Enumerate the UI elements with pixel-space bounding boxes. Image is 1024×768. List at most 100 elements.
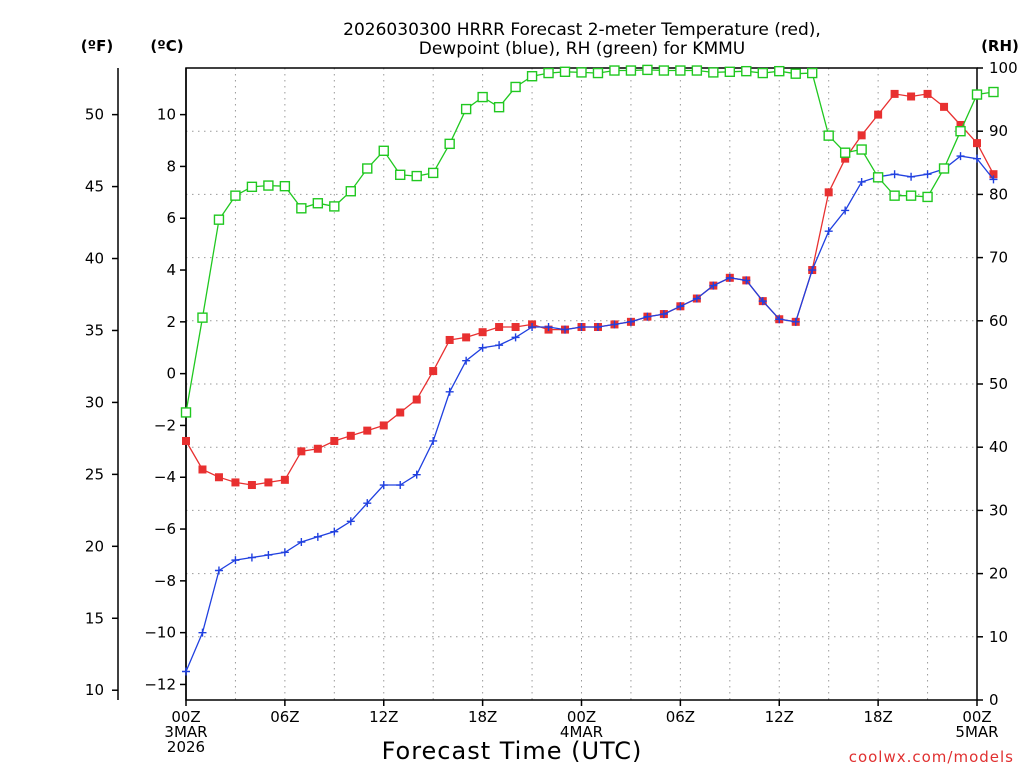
fahrenheit-tick-label: 40 xyxy=(85,250,104,268)
x-tick-label: 18Z xyxy=(863,708,892,726)
dewpoint-point xyxy=(429,436,438,445)
rh-point xyxy=(576,67,587,78)
celsius-tick-label: 6 xyxy=(166,209,176,227)
temperature-line xyxy=(185,93,995,486)
temperature-point xyxy=(297,447,306,456)
rh-point xyxy=(856,144,867,155)
rh-tick-label: 0 xyxy=(989,691,999,709)
fahrenheit-tick-label: 50 xyxy=(85,106,104,124)
temperature-point xyxy=(973,139,981,148)
dewpoint-point xyxy=(412,470,421,479)
celsius-unit-label: (ºC) xyxy=(150,37,183,55)
rh-point xyxy=(427,167,439,179)
rh-point xyxy=(905,190,917,201)
temperature-point xyxy=(313,444,322,453)
title-line-2: Dewpoint (blue), RH (green) for KMMU xyxy=(419,39,746,59)
temperature-point xyxy=(874,110,883,119)
fahrenheit-tick-label: 25 xyxy=(85,465,104,483)
title-line-1: 2026030300 HRRR Forecast 2-meter Tempera… xyxy=(343,20,821,40)
x-axis-label: Forecast Time (UTC) xyxy=(382,737,643,765)
temperature-point xyxy=(363,426,372,435)
fahrenheit-tick-label: 20 xyxy=(85,537,104,555)
dewpoint-point xyxy=(692,294,701,303)
rh-tick-label: 80 xyxy=(989,185,1008,203)
temperature-point xyxy=(956,120,965,129)
celsius-tick-label: 10 xyxy=(157,106,176,124)
x-tick-label: 3MAR xyxy=(164,723,207,741)
temperature-point xyxy=(940,102,949,111)
x-tick-label: 18Z xyxy=(468,708,497,726)
rh-point xyxy=(197,312,208,323)
celsius-tick-label: 8 xyxy=(166,157,176,175)
dewpoint-point xyxy=(511,333,520,342)
dewpoint-point xyxy=(297,538,306,546)
celsius-tick-label: −6 xyxy=(154,520,176,538)
temperature-point xyxy=(890,89,899,98)
dewpoint-point xyxy=(478,343,487,352)
chart-title: 2026030300 HRRR Forecast 2-meter Tempera… xyxy=(343,20,821,59)
dewpoint-point xyxy=(182,667,190,676)
temperature-point xyxy=(412,395,421,404)
rh-point xyxy=(971,89,983,100)
x-tick-label: 06Z xyxy=(270,708,299,726)
rh-series xyxy=(180,64,999,418)
rh-point xyxy=(609,65,620,76)
dewpoint-point xyxy=(725,273,734,282)
dewpoint-point xyxy=(198,628,207,637)
temperature-point xyxy=(841,154,850,163)
dewpoint-point xyxy=(313,532,322,541)
dewpoint-point xyxy=(528,323,537,332)
temperature-point xyxy=(182,436,190,445)
dewpoint-point xyxy=(396,481,405,490)
dewpoint-point xyxy=(808,266,817,275)
dewpoint-point xyxy=(577,323,586,332)
rh-point xyxy=(213,214,225,225)
dewpoint-point xyxy=(214,566,223,575)
dewpoint-point xyxy=(280,548,289,557)
rh-point xyxy=(691,65,703,76)
dewpoint-point xyxy=(264,550,273,559)
rh-point xyxy=(675,65,686,76)
x-tick-label: 00Z xyxy=(171,708,200,726)
rh-point xyxy=(378,145,389,156)
rh-point xyxy=(774,65,785,77)
dewpoint-point xyxy=(775,315,784,324)
axes: −12 −10 −8 −6 −4 −2 0 2 4 6 8 10 10 15 20 25 30 35 40 45 50 0… xyxy=(85,59,1018,756)
rh-point xyxy=(922,191,933,203)
dewpoint-point xyxy=(346,517,355,526)
dewpoint-point xyxy=(247,553,256,562)
rh-point xyxy=(708,67,719,78)
dewpoint-point xyxy=(462,356,471,365)
rh-point xyxy=(345,186,356,197)
rh-point xyxy=(807,67,818,79)
rh-point xyxy=(180,407,192,418)
celsius-tick-label: −2 xyxy=(154,416,176,434)
dewpoint-point xyxy=(890,170,899,179)
temperature-point xyxy=(198,465,207,474)
rh-tick-label: 40 xyxy=(989,438,1008,456)
rh-point xyxy=(790,68,801,79)
rh-point xyxy=(411,170,422,182)
celsius-tick-label: −10 xyxy=(144,624,176,642)
celsius-tick-label: −4 xyxy=(154,468,176,486)
temperature-point xyxy=(280,475,289,484)
dewpoint-point xyxy=(626,317,635,326)
rh-point xyxy=(312,198,324,209)
rh-point xyxy=(395,169,406,181)
rh-point xyxy=(296,203,307,214)
dewpoint-point xyxy=(709,281,718,290)
temperature-series xyxy=(182,89,998,490)
temperature-point xyxy=(907,92,916,101)
temperature-point xyxy=(264,478,273,487)
rh-point xyxy=(757,67,768,79)
rh-point xyxy=(889,190,900,201)
celsius-tick-label: −12 xyxy=(144,675,176,693)
temperature-point xyxy=(989,170,998,179)
series xyxy=(180,64,999,676)
dewpoint-point xyxy=(742,276,751,285)
dewpoint-point xyxy=(824,227,833,236)
temperature-point xyxy=(857,131,866,140)
rh-point xyxy=(510,81,521,93)
x-tick-label: 00Z xyxy=(962,708,991,726)
rh-point xyxy=(477,91,488,103)
